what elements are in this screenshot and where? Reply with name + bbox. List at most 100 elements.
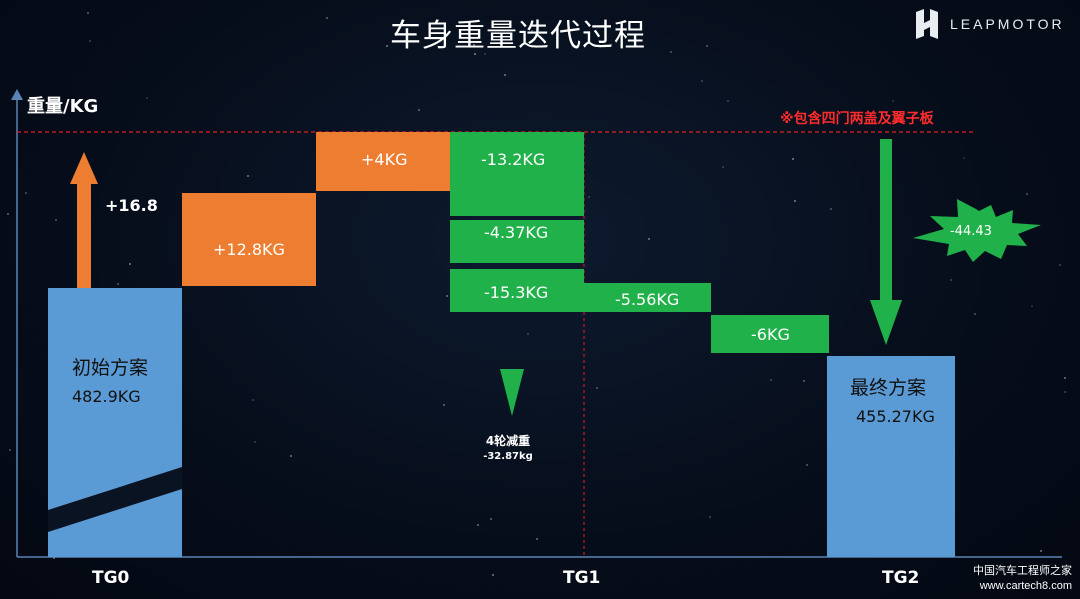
label-total-reduction: -44.43 [950,224,992,239]
star [803,380,805,382]
initial-plan-name: 初始方案 [72,357,149,379]
bar-increase-1 [182,193,316,286]
wheel-reduction-arrow [500,369,524,416]
logo-text: LEAPMOTOR [950,16,1065,32]
star [443,404,445,406]
star [9,449,11,451]
label-decrease-3: -15.3KG [484,283,549,302]
label-increase-2: +4KG [361,150,408,169]
star [117,283,119,285]
x-label-tg1: TG1 [563,568,601,588]
increase-arrow-head [70,152,98,184]
site-watermark: 中国汽车工程师之家 www.cartech8.com [973,564,1072,593]
star [504,74,506,76]
label-decrease-2: -4.37KG [484,223,549,242]
star [247,175,249,177]
star [492,574,494,576]
star [146,97,148,99]
star [770,379,772,381]
star [89,40,91,42]
bar-decrease-4 [584,283,711,312]
bar-decrease-2 [450,220,584,263]
star [254,441,256,443]
star [524,38,526,40]
star [648,238,650,240]
watermark-line-1: 中国汽车工程师之家 [973,565,1072,578]
star [670,51,672,53]
star [963,157,965,159]
label-increase-1: +12.8KG [213,240,285,259]
x-label-tg0: TG0 [92,568,130,588]
star [527,333,529,335]
star [418,109,420,111]
total-reduction-burst [913,199,1041,262]
page-title: 车身重量迭代过程 [390,18,646,54]
star [484,53,486,55]
increase-arrow-shaft [77,180,91,288]
star [55,219,57,221]
star [722,166,724,168]
total-arrow-head [870,300,902,345]
total-arrow-shaft [880,139,892,306]
final-plan-name: 最终方案 [850,377,927,399]
bar-decrease-3 [450,269,584,312]
bar-final [827,356,955,557]
y-axis-arrow [11,89,23,100]
star [446,295,448,297]
initial-plan-value: 482.9KG [72,387,141,406]
star [950,279,952,281]
star [892,100,894,102]
star [536,538,538,540]
star [326,17,328,19]
label-decrease-5: -6KG [751,325,790,344]
label-decrease-4: -5.56KG [615,290,680,309]
bar-increase-2 [316,132,450,191]
wheel-reduction-label: 4轮减重 [485,434,531,448]
leapmotor-logo-icon [916,9,938,39]
star [477,524,479,526]
star [706,45,708,47]
star [473,44,475,46]
star [474,53,476,55]
label-increase-arrow: +16.8 [105,196,158,215]
star [87,12,89,14]
star [1031,305,1033,307]
star [806,464,808,466]
star [129,263,131,265]
star [53,557,55,559]
star [709,516,711,518]
watermark-line-2: www.cartech8.com [979,579,1072,592]
star [794,200,796,202]
star [596,387,598,389]
star [588,196,590,198]
star [386,45,388,47]
star [1059,264,1061,266]
x-label-tg2: TG2 [882,568,920,588]
final-plan-value: 455.27KG [856,407,935,426]
star [1040,550,1042,552]
star [490,518,492,520]
bar-decrease-1 [450,132,584,216]
star [1064,377,1066,379]
star [1026,193,1028,195]
star [25,192,27,194]
star [252,399,254,401]
y-axis-label: 重量/KG [27,96,99,117]
star [701,80,703,82]
star [727,100,729,102]
star [531,30,533,32]
star [974,313,976,315]
scope-note: ※包含四门两盖及翼子板 [780,111,934,127]
star [830,208,832,210]
star [792,158,794,160]
wheel-reduction-note: 4轮减重 -32.87kg [470,432,546,462]
bar-decrease-5 [711,315,829,353]
leapmotor-logo: LEAPMOTOR [910,8,1070,42]
axis-break [48,467,182,532]
wheel-reduction-value: -32.87kg [483,451,533,462]
star [7,213,9,215]
star [1064,391,1066,393]
star [290,455,292,457]
label-decrease-1: -13.2KG [481,150,546,169]
